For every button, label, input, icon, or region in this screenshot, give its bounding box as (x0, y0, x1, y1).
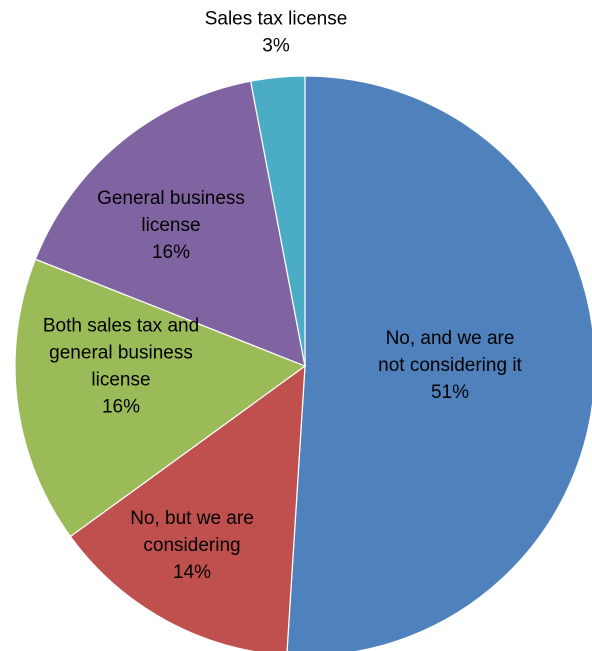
slice-label-text: No, and we are (386, 328, 515, 349)
slice-label-text: general business (49, 343, 193, 364)
pie-label-2: No, but we are considering 14% (130, 508, 254, 583)
slice-label-text: not considering it (378, 355, 522, 376)
slice-label-text: Both sales tax and (43, 316, 199, 337)
slice-label-text: Sales tax license (205, 9, 348, 30)
slice-value-text: 3% (262, 36, 290, 57)
slice-value-text: 51% (431, 382, 469, 403)
pie-slices (14, 75, 592, 651)
slice-value-text: 16% (152, 242, 190, 263)
pie-slice-2 (69, 364, 306, 651)
pie-label-1: No, and we are not considering it 51% (378, 328, 522, 403)
pie-slice-5 (249, 75, 306, 367)
slice-value-text: 14% (173, 562, 211, 583)
slice-label-text: No, but we are (130, 508, 254, 529)
pie-label-5: Sales tax license 3% (205, 9, 348, 57)
pie-label-4: General business license 16% (97, 188, 245, 263)
pie-slice-4 (34, 80, 306, 367)
slice-label-text: license (141, 215, 200, 236)
pie-label-3: Both sales tax and general business licens… (43, 316, 199, 418)
pie-slice-1 (286, 75, 592, 651)
pie-slice-3 (14, 258, 307, 538)
slice-label-text: General business (97, 188, 245, 209)
slice-label-text: license (91, 370, 150, 391)
slice-label-text: considering (143, 535, 240, 556)
pie-labels: No, and we are not considering it 51% No, b… (43, 9, 523, 584)
slice-value-text: 16% (102, 397, 140, 418)
